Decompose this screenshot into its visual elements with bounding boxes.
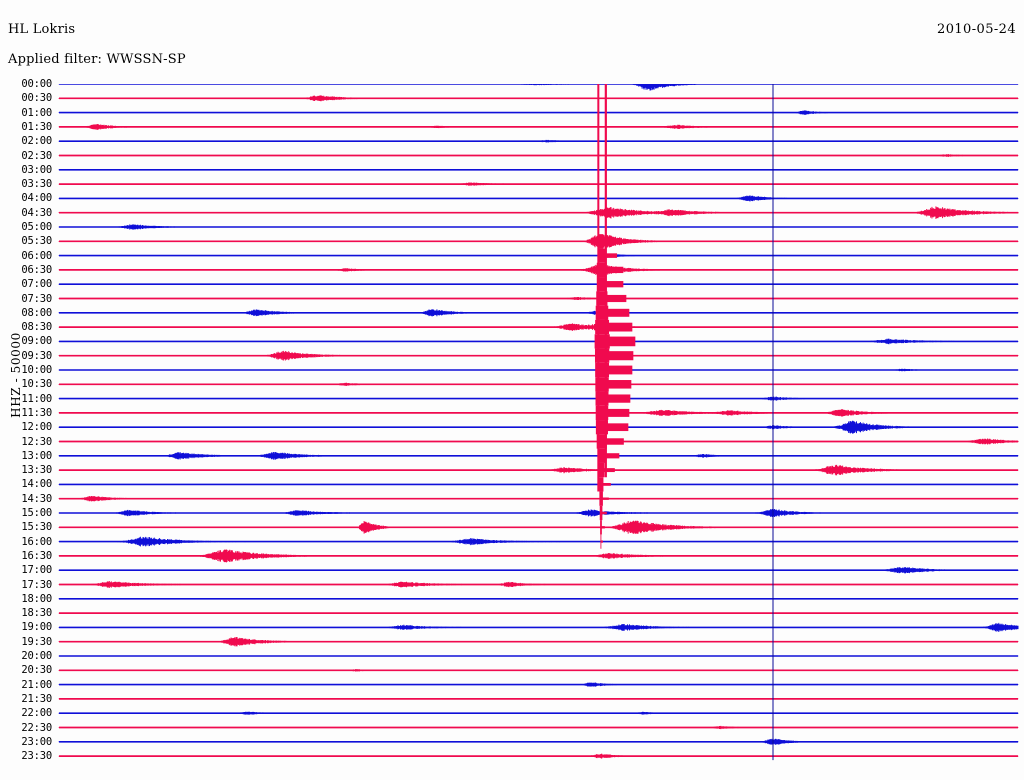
time-tick-0130: 01:30 [21, 120, 52, 133]
time-tick-1530: 15:30 [21, 521, 52, 534]
time-tick-2300: 23:00 [21, 735, 52, 748]
time-tick-0630: 06:30 [21, 263, 52, 276]
time-tick-2000: 20:00 [21, 650, 52, 662]
time-tick-0500: 05:00 [21, 221, 52, 233]
time-tick-1730: 17:30 [21, 578, 52, 591]
time-tick-0200: 02:00 [21, 135, 52, 148]
time-tick-1230: 12:30 [21, 435, 52, 448]
major-clipped-event [594, 84, 636, 549]
time-tick-0430: 04:30 [21, 206, 52, 219]
time-tick-0800: 08:00 [21, 306, 52, 319]
time-tick-2330: 23:30 [21, 750, 52, 763]
time-tick-1700: 17:00 [21, 564, 52, 577]
time-tick-0300: 03:00 [21, 163, 52, 176]
time-tick-1100: 11:00 [21, 392, 52, 405]
time-tick-2130: 21:30 [21, 692, 52, 705]
time-tick-0930: 09:30 [21, 349, 52, 362]
time-tick-0530: 05:30 [21, 235, 52, 248]
time-tick-1130: 11:30 [21, 406, 52, 419]
time-tick-1430: 14:30 [21, 492, 52, 505]
time-tick-1000: 10:00 [21, 364, 52, 376]
applied-filter-label: Applied filter: WWSSN-SP [8, 52, 186, 67]
time-tick-2030: 20:30 [21, 664, 52, 677]
station-title: HL Lokris [8, 22, 76, 37]
time-tick-0730: 07:30 [21, 292, 52, 305]
time-axis-ticks: 00:00 00:30 01:00 01:30 02:00 02:30 03:00 03:30… [0, 0, 56, 780]
time-tick-2230: 22:30 [21, 721, 52, 734]
seismogram-plot [58, 84, 1019, 776]
time-tick-0400: 04:00 [21, 192, 52, 205]
time-tick-0330: 03:30 [21, 178, 52, 191]
time-tick-0100: 01:00 [21, 106, 52, 119]
time-tick-1830: 18:30 [21, 607, 52, 620]
time-tick-1500: 15:00 [21, 507, 52, 519]
time-tick-0900: 09:00 [21, 335, 52, 348]
time-tick-0600: 06:00 [21, 249, 52, 262]
time-tick-1300: 13:00 [21, 449, 52, 462]
time-tick-0000: 00:00 [21, 78, 52, 90]
time-tick-0830: 08:30 [21, 321, 52, 334]
time-tick-0230: 02:30 [21, 149, 52, 162]
time-tick-2200: 22:00 [21, 707, 52, 720]
time-tick-1030: 10:30 [21, 378, 52, 391]
time-tick-1800: 18:00 [21, 592, 52, 605]
time-tick-1600: 16:00 [21, 535, 52, 548]
time-tick-1900: 19:00 [21, 621, 52, 634]
time-tick-1200: 12:00 [21, 421, 52, 434]
time-tick-1400: 14:00 [21, 478, 52, 491]
time-tick-1630: 16:30 [21, 549, 52, 562]
time-tick-1330: 13:30 [21, 464, 52, 477]
time-tick-0700: 07:00 [21, 278, 52, 291]
trace-0000 [58, 84, 1019, 91]
time-tick-2100: 21:00 [21, 678, 52, 691]
record-date: 2010-05-24 [937, 22, 1016, 37]
time-tick-1930: 19:30 [21, 635, 52, 648]
time-tick-0030: 00:30 [21, 92, 52, 105]
